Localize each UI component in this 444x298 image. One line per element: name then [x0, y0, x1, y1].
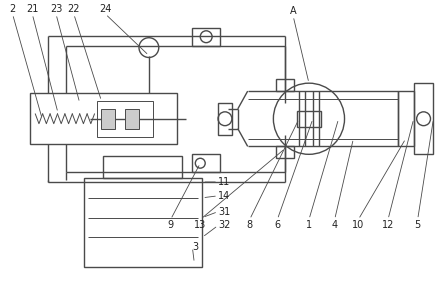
- Text: 1: 1: [306, 220, 312, 229]
- Bar: [192, 154, 220, 172]
- Text: 4: 4: [332, 220, 338, 229]
- Text: A: A: [290, 6, 297, 16]
- Text: 22: 22: [67, 4, 80, 14]
- Bar: [83, 178, 202, 267]
- Text: 2: 2: [9, 4, 16, 14]
- Text: 5: 5: [415, 220, 421, 229]
- Text: 8: 8: [246, 220, 253, 229]
- Text: 12: 12: [382, 220, 394, 229]
- Text: 21: 21: [26, 4, 39, 14]
- Bar: [103, 156, 182, 178]
- Text: 11: 11: [218, 177, 230, 187]
- Text: 3: 3: [192, 242, 198, 252]
- Bar: [218, 103, 232, 135]
- Bar: [398, 91, 414, 146]
- Bar: [98, 101, 153, 136]
- Bar: [276, 79, 294, 91]
- Text: 31: 31: [218, 207, 230, 217]
- Bar: [414, 83, 433, 154]
- Bar: [276, 146, 294, 158]
- Bar: [125, 109, 139, 129]
- Text: 32: 32: [218, 221, 230, 230]
- Bar: [30, 93, 177, 145]
- Bar: [297, 111, 321, 127]
- Text: 13: 13: [194, 220, 206, 229]
- Text: 23: 23: [50, 4, 62, 14]
- Text: 14: 14: [218, 191, 230, 201]
- Bar: [192, 28, 220, 46]
- Text: 10: 10: [352, 220, 365, 229]
- Bar: [101, 109, 115, 129]
- Text: 9: 9: [167, 220, 174, 229]
- Text: 6: 6: [274, 220, 281, 229]
- Text: 24: 24: [99, 4, 111, 14]
